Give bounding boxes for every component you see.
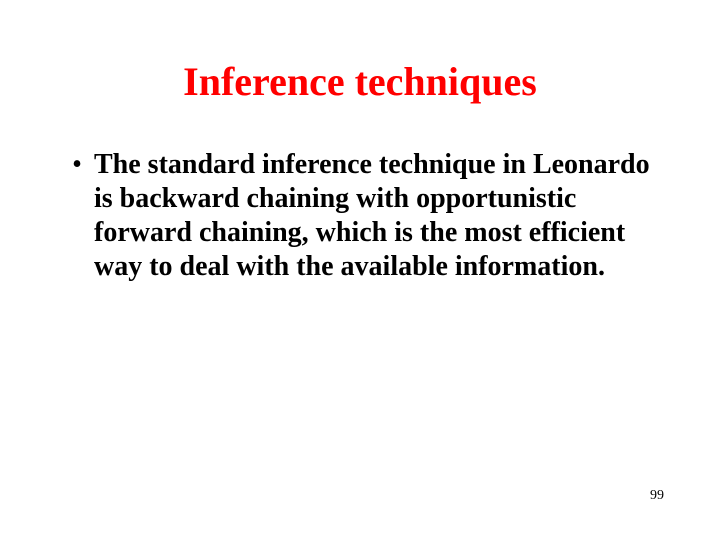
slide-body: • The standard inference technique in Le… [60,148,660,284]
slide-title: Inference techniques [0,58,720,105]
list-item: • The standard inference technique in Le… [60,148,660,284]
page-number: 99 [650,488,664,504]
slide: Inference techniques • The standard infe… [0,0,720,540]
bullet-text: The standard inference technique in Leon… [94,148,660,284]
bullet-icon: • [60,148,94,182]
